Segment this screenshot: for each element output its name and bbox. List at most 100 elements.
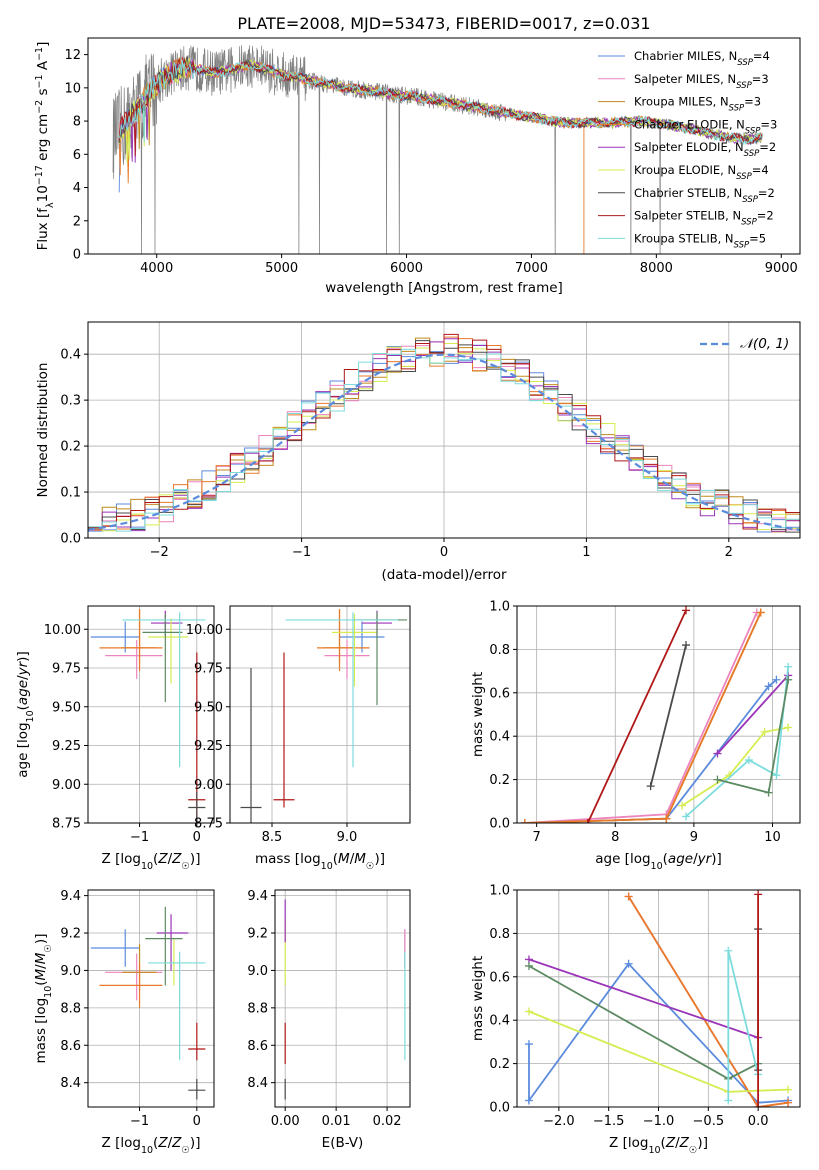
weight-marker [682,641,691,650]
y-tick-label: 8.6 [60,1039,81,1054]
label-part: erg cm [35,114,51,165]
weight-line [528,958,759,1039]
legend-sub: SSP [736,81,752,91]
weight-marker [713,775,722,784]
weight-marker [682,606,691,615]
label-part: / [15,675,31,680]
label-part: ) [190,1135,195,1151]
label-part: log [120,1135,141,1151]
weight-line [649,644,687,787]
weight-marker [583,819,592,823]
errorbar-point [188,792,206,823]
weight-marker [524,1096,533,1105]
label-part: ) [374,851,379,867]
axes-frame [229,605,411,824]
y-axis-label: mass [log10(M/M☉)] [33,934,54,1064]
label-part: / [168,851,173,867]
legend-sub: SSP [737,58,753,68]
axes-spectrum: 4000 5000 6000 7000 8000 9000 0 2 4 6 8 10 12 wavelen… [34,37,801,296]
weight-line [727,950,759,1101]
y-tick-label: 10 [64,81,81,96]
label-part: yr [697,851,713,867]
x-tick-label: 8000 [640,261,673,276]
errorbar-point [285,612,398,768]
residual-histogram [88,333,800,538]
axes-frame [87,37,801,255]
weight-marker [756,608,765,617]
x-tick-label: 2 [725,545,733,560]
label-part: ( [15,705,31,710]
legend-text: Chabrier STELIB, N [634,186,742,200]
plot-area-age_vs_Z [90,609,206,823]
label-part: log [630,851,651,867]
x-axis-label: Z [log10(Z/Z☉)] [609,1135,708,1156]
legend-n: =2 [759,140,776,154]
label-part: E(B-V) [322,1135,364,1151]
weight-line [528,965,759,1080]
errorbar-point [145,906,183,986]
y-tick-label: 0.0 [489,1101,510,1116]
label-part: age [668,851,693,867]
plot-area-mass_vs_ebv [284,899,406,1100]
residual-histogram [88,348,800,538]
y-axis-label: Flux [fλ10−17 erg cm−2 s−1 A−1] [34,42,56,251]
y-axis-label: age [log10(age/yr)] [15,651,36,778]
label-part: 10 [141,861,153,872]
label-part: −2 [34,100,45,114]
x-axis-label: Z [log10(Z/Z☉)] [102,1135,201,1156]
weight-line [524,612,762,823]
x-tick-label: 10 [764,830,781,845]
label-part: log [33,998,49,1019]
label-part: 10 [25,710,36,722]
y-tick-label: 0.4 [60,348,81,363]
errorbar-point [99,609,163,672]
weight-marker [682,812,691,821]
errorbar-point [90,929,140,967]
y-axis-label: mass weight [470,956,486,1041]
legend-text: Kroupa ELODIE, N [634,163,736,177]
legend-n: =4 [752,163,769,177]
label-part: ☉ [366,861,375,872]
label-part: ] [35,42,51,47]
label-part: / [675,1135,680,1151]
legend-text: Chabrier MILES, N [634,49,737,63]
label-part: log [300,851,321,867]
y-tick-label: 9.2 [247,927,268,942]
errorbar-point [105,640,163,679]
weight-marker [524,1007,533,1016]
label-part: 10 [321,861,333,872]
label-part: / [693,851,698,867]
weight-marker [784,662,793,671]
label-part: λ [45,202,56,208]
y-tick-label: 8.75 [52,817,81,832]
label-part: Z [171,851,182,867]
label-part: mass [ [255,851,300,867]
legend-sub: SSP [729,104,745,114]
x-tick-label: 6000 [390,261,423,276]
label-part: mass weight [470,672,486,757]
y-tick-label: 0.4 [489,730,510,745]
legend-label: Kroupa ELODIE, NSSP=4 [634,163,769,182]
weight-marker [678,801,687,810]
label-part: / [168,1135,173,1151]
y-tick-label: 0.3 [60,394,81,409]
label-part: M [354,851,366,867]
legend-n: =4 [753,49,770,63]
weight-series [520,608,765,823]
legend-text: Kroupa STELIB, N [634,231,734,245]
legend-label: Chabrier ELODIE, NSSP=3 [634,117,777,136]
label-part: ] [195,1135,200,1151]
weight-line [524,612,758,823]
y-tick-label: 0.8 [489,927,510,942]
weight-series [724,946,763,1105]
weight-marker [646,782,655,791]
label-part: ( [333,851,338,867]
weight-line [524,679,777,823]
y-tick-label: 0.0 [60,532,81,547]
weight-marker [524,961,533,970]
x-tick-label: 0.0 [748,1114,769,1129]
legend-label: Salpeter ELODIE, NSSP=2 [634,140,776,159]
label-part: ] [703,1135,708,1151]
